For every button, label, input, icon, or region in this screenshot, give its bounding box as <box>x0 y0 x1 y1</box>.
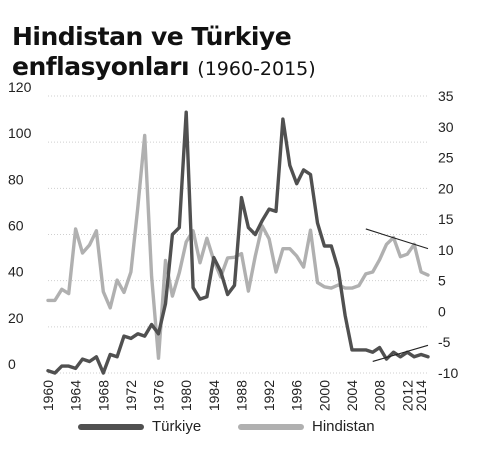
left-tick-label: 80 <box>8 171 24 187</box>
chart-title-line2: enflasyonları <box>12 52 190 81</box>
right-tick-label: 5 <box>438 273 446 289</box>
legend-label-turkiye: Türkiye <box>152 418 202 435</box>
series-lines <box>46 110 430 375</box>
x-tick-label: 1960 <box>40 380 56 411</box>
x-tick-label: 2000 <box>316 380 332 411</box>
left-tick-label: 40 <box>8 264 24 280</box>
left-tick-label: 0 <box>8 356 16 372</box>
legend-swatch-turkiye <box>78 423 144 430</box>
right-tick-label: 30 <box>438 119 454 135</box>
x-tick-label: 1984 <box>206 380 222 411</box>
legend-swatch-hindistan <box>238 423 304 430</box>
x-tick-label: 2004 <box>344 380 360 411</box>
chart-title-line1: Hindistan ve Türkiye <box>12 22 292 51</box>
x-tick-label: 2008 <box>372 380 388 411</box>
right-tick-label: 25 <box>438 150 454 166</box>
left-tick-label: 120 <box>8 79 32 95</box>
x-tick-label: 1992 <box>261 380 277 411</box>
right-tick-label: -10 <box>438 365 458 381</box>
right-tick-label: -5 <box>438 334 451 350</box>
left-tick-label: 100 <box>8 125 32 141</box>
left-axis-tick-labels: 0 20 40 60 80 100 120 <box>8 79 32 372</box>
x-tick-label: 1980 <box>178 380 194 411</box>
left-tick-label: 20 <box>8 310 24 326</box>
x-tick-label: 1972 <box>123 380 139 411</box>
series-line-turkiye <box>46 110 430 375</box>
right-tick-label: 35 <box>438 88 454 104</box>
x-tick-label: 1988 <box>233 380 249 411</box>
legend-item-turkiye: Türkiye <box>78 418 201 435</box>
trend-line <box>372 344 429 362</box>
right-tick-label: 0 <box>438 303 446 319</box>
right-tick-label: 20 <box>438 180 454 196</box>
x-tick-label: 2012 <box>399 380 415 411</box>
legend-item-hindistan: Hindistan <box>238 418 375 435</box>
x-tick-label: 1996 <box>289 380 305 411</box>
chart-title-period: (1960-2015) <box>197 58 316 80</box>
legend-label-hindistan: Hindistan <box>312 418 375 435</box>
x-tick-label: 1976 <box>151 380 167 411</box>
x-axis-tick-labels: 1960 1964 1968 1972 1976 1980 1984 1988 1992 1996… <box>40 380 429 411</box>
chart-title: Hindistan ve Türkiye enflasyonları (1960… <box>12 22 316 84</box>
x-tick-label: 1968 <box>95 380 111 411</box>
right-axis-tick-labels: -10 -5 0 5 10 15 20 25 30 35 <box>438 88 458 381</box>
x-tick-label: 1964 <box>68 380 84 411</box>
left-tick-label: 60 <box>8 218 24 234</box>
right-tick-label: 10 <box>438 242 454 258</box>
chart-legend: Türkiye Hindistan <box>0 418 498 442</box>
trend-annotations <box>365 228 429 362</box>
trend-line <box>365 228 429 250</box>
x-tick-label: 2014 <box>413 380 429 411</box>
right-tick-label: 15 <box>438 211 454 227</box>
